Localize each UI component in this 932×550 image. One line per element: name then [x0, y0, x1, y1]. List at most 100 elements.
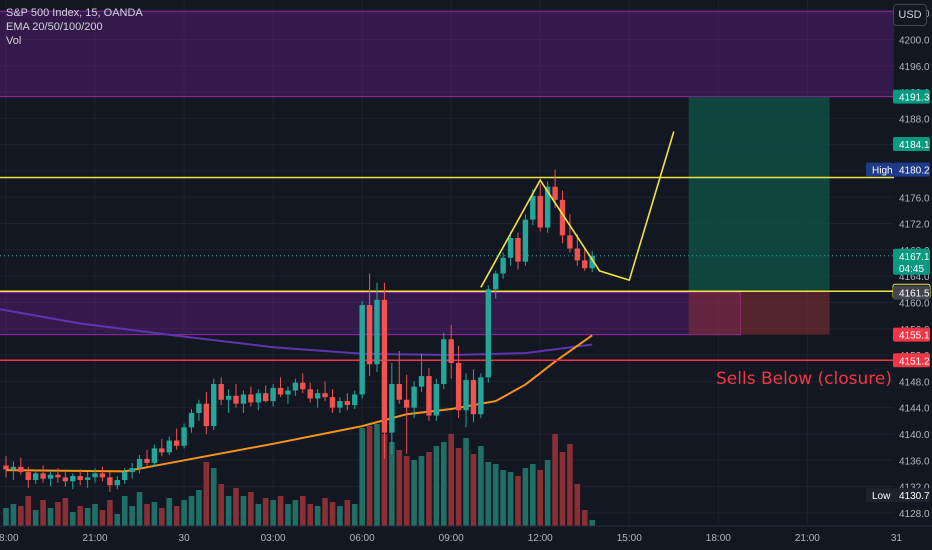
candle-body: [396, 383, 402, 400]
candle-body: [589, 255, 595, 269]
price-tag-text: High: [872, 166, 893, 177]
price-label-badge: [893, 327, 930, 342]
price-label-text: 4180.2: [899, 166, 930, 177]
volume-bar: [151, 502, 158, 526]
candle-body: [225, 395, 232, 400]
price-label-text: 4155.1: [899, 331, 930, 342]
candle-body: [470, 380, 477, 415]
ema-fast-line: [5, 334, 593, 473]
volume-bar: [448, 434, 454, 526]
long-position-tool: [688, 96, 830, 335]
candle-body: [173, 440, 180, 446]
price-axis: 4128.04132.04136.04140.04144.04148.04152…: [866, 0, 932, 550]
candle-body: [463, 380, 469, 411]
candle-body: [515, 238, 521, 262]
candle-body: [559, 199, 566, 236]
volume-bar: [418, 456, 425, 526]
price-tick-label: 4188.0: [899, 114, 930, 125]
stop-loss-area: [688, 291, 830, 335]
pattern-line: [480, 131, 675, 288]
volume-bar: [203, 462, 210, 526]
price-label-text: 4167.1: [899, 252, 930, 263]
currency-button[interactable]: USD: [893, 4, 927, 26]
candle-body: [567, 235, 573, 249]
candle-body: [329, 397, 336, 408]
candles: [3, 169, 595, 492]
volume-bar: [32, 510, 39, 526]
candle-body: [292, 382, 299, 391]
volume-bar: [25, 496, 32, 526]
candle-body: [203, 403, 210, 427]
take-profit-area: [688, 96, 830, 292]
volume-bar: [210, 468, 217, 526]
volume-bar: [463, 438, 469, 526]
volume-bar: [40, 500, 46, 526]
candle-body: [3, 465, 9, 470]
volume-bar: [77, 506, 83, 526]
volume-bar: [567, 444, 573, 526]
candle-body: [84, 477, 91, 480]
volume-bar: [515, 476, 521, 526]
volume-bar: [411, 460, 417, 526]
chart-title[interactable]: S&P 500 Index, 15, OANDA: [6, 7, 143, 19]
countdown-label-text: 04:45: [899, 264, 924, 275]
volume-bars: [3, 424, 595, 526]
volume-bar: [426, 452, 432, 526]
price-label-badge: [893, 488, 930, 503]
candle-body: [478, 377, 484, 415]
candle-body: [389, 383, 395, 433]
candle-body: [485, 289, 491, 378]
candle-body: [188, 412, 195, 428]
volume-bar: [159, 508, 165, 526]
candle-body: [277, 387, 284, 395]
chart-legend: S&P 500 Index, 15, OANDA EMA 20/50/100/2…: [6, 6, 143, 48]
volume-bar: [181, 500, 187, 526]
candle-body: [300, 382, 306, 390]
candle-body: [248, 394, 254, 403]
candle-body: [582, 260, 588, 269]
candle-body: [181, 427, 187, 446]
volume-bar: [433, 446, 440, 526]
volume-indicator-label[interactable]: Vol: [6, 35, 22, 47]
candle-body: [574, 248, 581, 261]
volume-bar: [55, 502, 61, 526]
candle-body: [418, 376, 425, 387]
candle-body: [314, 393, 321, 399]
candle-body: [99, 473, 106, 478]
volume-bar: [470, 454, 477, 526]
candle-body: [433, 383, 440, 416]
candle-body: [218, 383, 224, 400]
price-tick-label: 4196.0: [899, 62, 930, 73]
candle-body: [114, 479, 120, 486]
candle-body: [40, 473, 46, 479]
candle-body: [337, 401, 343, 408]
candle-body: [493, 273, 499, 290]
volume-bar: [478, 446, 484, 526]
volume-bar: [166, 498, 173, 526]
volume-bar: [559, 452, 566, 526]
volume-bar: [440, 442, 447, 526]
horizontal-lines: [0, 176, 894, 362]
candle-body: [70, 476, 76, 482]
candle-body: [240, 394, 247, 404]
price-tick-label: 4128.0: [899, 509, 930, 520]
volume-bar: [544, 460, 551, 526]
volume-bar: [84, 508, 91, 526]
price-label-text: 4184.1: [899, 140, 930, 151]
volume-bar: [581, 510, 588, 526]
candle-body: [151, 448, 158, 463]
candle-body: [55, 474, 61, 478]
candle-body: [374, 299, 380, 365]
volume-bar: [121, 496, 128, 526]
time-tick-label: 15:00: [617, 533, 642, 544]
volume-bar: [322, 498, 328, 526]
volume-bar: [99, 510, 106, 526]
time-tick-label: 03:00: [261, 533, 286, 544]
volume-bar: [92, 504, 98, 526]
ema-indicator-label[interactable]: EMA 20/50/100/200: [6, 21, 103, 33]
volume-bar: [530, 464, 536, 526]
volume-bar: [62, 498, 69, 526]
volume-bar: [277, 496, 284, 526]
volume-bar: [188, 496, 195, 526]
